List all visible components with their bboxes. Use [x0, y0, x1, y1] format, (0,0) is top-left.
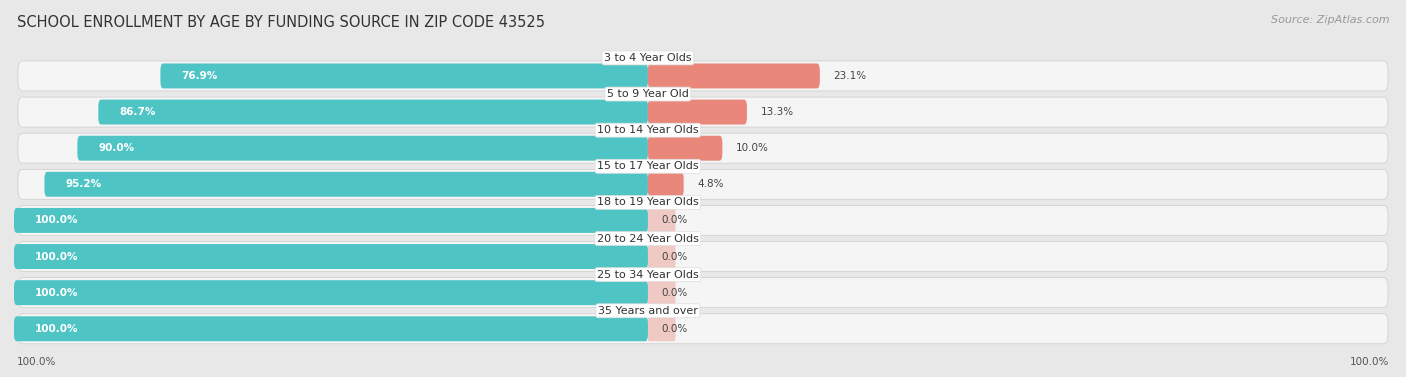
- Text: 100.0%: 100.0%: [35, 215, 79, 225]
- Text: 100.0%: 100.0%: [35, 288, 79, 298]
- FancyBboxPatch shape: [98, 100, 648, 124]
- FancyBboxPatch shape: [648, 316, 675, 341]
- Text: 13.3%: 13.3%: [761, 107, 794, 117]
- Text: 18 to 19 Year Olds: 18 to 19 Year Olds: [598, 198, 699, 207]
- FancyBboxPatch shape: [648, 244, 675, 269]
- Text: 100.0%: 100.0%: [1350, 357, 1389, 367]
- FancyBboxPatch shape: [18, 314, 1388, 344]
- Text: 95.2%: 95.2%: [65, 179, 101, 189]
- Text: 35 Years and over: 35 Years and over: [598, 306, 697, 316]
- Text: 25 to 34 Year Olds: 25 to 34 Year Olds: [598, 270, 699, 280]
- FancyBboxPatch shape: [14, 316, 648, 341]
- Text: 3 to 4 Year Olds: 3 to 4 Year Olds: [605, 53, 692, 63]
- FancyBboxPatch shape: [648, 63, 820, 88]
- Text: 100.0%: 100.0%: [35, 251, 79, 262]
- Text: SCHOOL ENROLLMENT BY AGE BY FUNDING SOURCE IN ZIP CODE 43525: SCHOOL ENROLLMENT BY AGE BY FUNDING SOUR…: [17, 15, 546, 30]
- FancyBboxPatch shape: [18, 97, 1388, 127]
- Text: Source: ZipAtlas.com: Source: ZipAtlas.com: [1271, 15, 1389, 25]
- FancyBboxPatch shape: [14, 208, 648, 233]
- FancyBboxPatch shape: [18, 278, 1388, 308]
- Text: 20 to 24 Year Olds: 20 to 24 Year Olds: [598, 233, 699, 244]
- Text: 0.0%: 0.0%: [662, 324, 688, 334]
- Text: 86.7%: 86.7%: [120, 107, 156, 117]
- Text: 90.0%: 90.0%: [98, 143, 134, 153]
- FancyBboxPatch shape: [18, 169, 1388, 199]
- Text: 5 to 9 Year Old: 5 to 9 Year Old: [607, 89, 689, 99]
- FancyBboxPatch shape: [14, 280, 648, 305]
- Text: 23.1%: 23.1%: [834, 71, 866, 81]
- Text: 10 to 14 Year Olds: 10 to 14 Year Olds: [598, 125, 699, 135]
- Text: 4.8%: 4.8%: [697, 179, 724, 189]
- Text: 100.0%: 100.0%: [35, 324, 79, 334]
- FancyBboxPatch shape: [18, 61, 1388, 91]
- FancyBboxPatch shape: [160, 63, 648, 88]
- FancyBboxPatch shape: [648, 208, 675, 233]
- FancyBboxPatch shape: [648, 136, 723, 161]
- FancyBboxPatch shape: [45, 172, 648, 197]
- FancyBboxPatch shape: [648, 280, 675, 305]
- Text: 0.0%: 0.0%: [662, 215, 688, 225]
- FancyBboxPatch shape: [18, 242, 1388, 271]
- FancyBboxPatch shape: [77, 136, 648, 161]
- Text: 100.0%: 100.0%: [17, 357, 56, 367]
- Text: 0.0%: 0.0%: [662, 251, 688, 262]
- Text: 15 to 17 Year Olds: 15 to 17 Year Olds: [598, 161, 699, 171]
- FancyBboxPatch shape: [14, 244, 648, 269]
- FancyBboxPatch shape: [18, 205, 1388, 235]
- Text: 76.9%: 76.9%: [181, 71, 218, 81]
- FancyBboxPatch shape: [18, 133, 1388, 163]
- Text: 10.0%: 10.0%: [737, 143, 769, 153]
- FancyBboxPatch shape: [648, 100, 747, 124]
- FancyBboxPatch shape: [648, 172, 683, 197]
- Text: 0.0%: 0.0%: [662, 288, 688, 298]
